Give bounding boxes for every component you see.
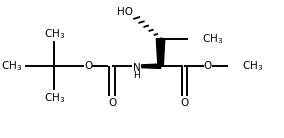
Text: N: N (133, 63, 141, 73)
Text: CH$_3$: CH$_3$ (241, 59, 263, 73)
Text: O: O (180, 98, 189, 108)
Text: CH$_3$: CH$_3$ (1, 59, 22, 73)
Polygon shape (156, 39, 165, 66)
Text: CH$_3$: CH$_3$ (202, 32, 223, 46)
Text: O: O (108, 98, 116, 108)
Text: O: O (204, 61, 212, 71)
Polygon shape (142, 64, 160, 68)
Text: CH$_3$: CH$_3$ (44, 91, 65, 105)
Text: HO: HO (117, 7, 133, 17)
Text: H: H (133, 71, 140, 80)
Text: CH$_3$: CH$_3$ (44, 27, 65, 41)
Text: O: O (84, 61, 92, 71)
